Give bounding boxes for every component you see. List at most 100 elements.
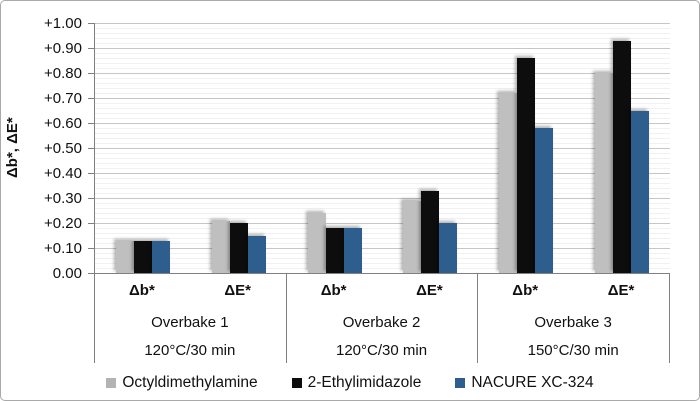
x-group-name: Overbake 2 bbox=[342, 314, 421, 331]
x-group-name: Overbake 3 bbox=[534, 314, 612, 331]
minor-gridline bbox=[95, 143, 670, 144]
x-axis-line bbox=[94, 273, 670, 274]
minor-gridline bbox=[95, 238, 670, 239]
y-axis-tick bbox=[88, 273, 94, 274]
minor-gridline bbox=[95, 163, 670, 164]
legend-item: NACURE XC-324 bbox=[455, 374, 594, 392]
bar-octyldimethylamine bbox=[211, 220, 230, 273]
minor-gridline bbox=[95, 178, 670, 179]
minor-gridline bbox=[95, 258, 670, 259]
bar-nacure-xc-324 bbox=[631, 110, 650, 273]
y-tick-label: +0.20 bbox=[44, 214, 82, 232]
x-group-condition: 150°C/30 min bbox=[527, 342, 619, 359]
legend-item: 2-Ethylimidazole bbox=[291, 374, 422, 392]
bar-octyldimethylamine bbox=[403, 200, 422, 273]
group-divider bbox=[285, 273, 287, 363]
minor-gridline bbox=[95, 88, 670, 89]
minor-gridline bbox=[95, 128, 670, 129]
minor-gridline bbox=[95, 263, 670, 264]
minor-gridline bbox=[95, 158, 670, 159]
bar-2-ethylimidazole bbox=[517, 58, 536, 273]
y-tick-label: +0.70 bbox=[44, 89, 82, 107]
minor-gridline bbox=[95, 243, 670, 244]
y-tick-label: 0.00 bbox=[52, 264, 82, 282]
x-subcategory-label: ΔE* bbox=[416, 282, 443, 299]
y-tick-label: +0.50 bbox=[44, 139, 82, 157]
y-axis-tick bbox=[88, 48, 94, 49]
minor-gridline bbox=[95, 228, 670, 229]
y-tick-label: +0.80 bbox=[44, 64, 82, 82]
minor-gridline bbox=[95, 183, 670, 184]
bar-nacure-xc-324 bbox=[535, 128, 554, 273]
bar-2-ethylimidazole bbox=[421, 190, 440, 273]
legend-label: NACURE XC-324 bbox=[471, 374, 594, 391]
minor-gridline bbox=[95, 168, 670, 169]
y-axis-tick bbox=[88, 248, 94, 249]
bar-octyldimethylamine bbox=[595, 73, 614, 273]
legend-label: Octyldimethylamine bbox=[122, 374, 258, 391]
bar-octyldimethylamine bbox=[307, 213, 326, 273]
major-gridline bbox=[95, 73, 670, 74]
x-group-name: Overbake 1 bbox=[151, 314, 229, 331]
y-tick-label: +0.10 bbox=[44, 239, 82, 257]
minor-gridline bbox=[95, 113, 670, 114]
minor-gridline bbox=[95, 153, 670, 154]
y-axis-tick bbox=[88, 173, 94, 174]
major-gridline bbox=[95, 198, 670, 199]
minor-gridline bbox=[95, 118, 670, 119]
group-divider bbox=[94, 273, 95, 363]
bar-2-ethylimidazole bbox=[325, 228, 344, 273]
x-subcategory-label: Δb* bbox=[129, 282, 155, 299]
minor-gridline bbox=[95, 188, 670, 189]
y-tick-label: +0.90 bbox=[44, 39, 82, 57]
legend-label: 2-Ethylimidazole bbox=[307, 374, 422, 391]
y-axis-tick bbox=[88, 148, 94, 149]
minor-gridline bbox=[95, 103, 670, 104]
major-gridline bbox=[95, 48, 670, 49]
x-subcategory-label: Δb* bbox=[320, 282, 347, 299]
y-axis-tick bbox=[88, 223, 94, 224]
legend: Octyldimethylamine 2-Ethylimidazole NACURE… bbox=[1, 372, 699, 394]
minor-gridline bbox=[95, 268, 670, 269]
bar-octyldimethylamine bbox=[115, 240, 134, 273]
legend-swatch-icon bbox=[455, 378, 466, 388]
y-axis-tick bbox=[88, 98, 94, 99]
minor-gridline bbox=[95, 78, 670, 79]
minor-gridline bbox=[95, 253, 670, 254]
x-subcategory-label: Δb* bbox=[512, 282, 539, 299]
minor-gridline bbox=[95, 233, 670, 234]
group-divider bbox=[477, 273, 479, 363]
x-group-condition: 120°C/30 min bbox=[144, 342, 236, 359]
minor-gridline bbox=[95, 33, 670, 34]
minor-gridline bbox=[95, 93, 670, 94]
minor-gridline bbox=[95, 193, 670, 194]
minor-gridline bbox=[95, 63, 670, 64]
major-gridline bbox=[95, 23, 670, 24]
y-axis-tick bbox=[88, 73, 94, 74]
minor-gridline bbox=[95, 68, 670, 69]
legend-item: Octyldimethylamine bbox=[106, 374, 258, 392]
minor-gridline bbox=[95, 83, 670, 84]
minor-gridline bbox=[95, 58, 670, 59]
minor-gridline bbox=[95, 53, 670, 54]
bar-nacure-xc-324 bbox=[151, 240, 170, 273]
y-axis-tick bbox=[88, 123, 94, 124]
y-tick-label: +0.30 bbox=[44, 189, 82, 207]
y-tick-label: +0.60 bbox=[44, 114, 82, 132]
bar-2-ethylimidazole bbox=[133, 240, 152, 273]
minor-gridline bbox=[95, 138, 670, 139]
major-gridline bbox=[95, 123, 670, 124]
plot-area bbox=[94, 23, 670, 273]
minor-gridline bbox=[95, 208, 670, 209]
minor-gridline bbox=[95, 218, 670, 219]
y-axis-tick bbox=[88, 198, 94, 199]
y-axis-tick bbox=[88, 23, 94, 24]
x-subcategory-label: ΔE* bbox=[224, 282, 251, 299]
legend-swatch-icon bbox=[291, 378, 302, 388]
major-gridline bbox=[95, 248, 670, 249]
major-gridline bbox=[95, 148, 670, 149]
x-subcategory-label: ΔE* bbox=[607, 282, 635, 299]
y-tick-label: +1.00 bbox=[44, 14, 82, 32]
minor-gridline bbox=[95, 108, 670, 109]
